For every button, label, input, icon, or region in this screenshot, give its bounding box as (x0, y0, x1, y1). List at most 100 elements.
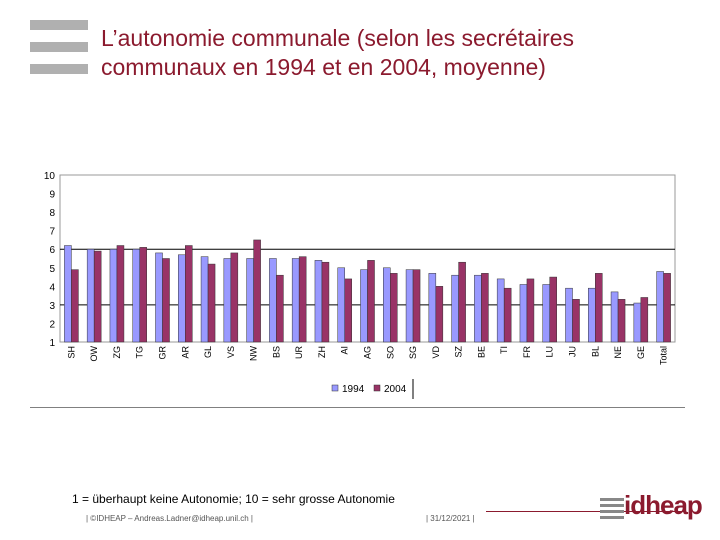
bar-2004 (230, 252, 239, 343)
x-tick-label: SG (408, 346, 418, 359)
y-tick-label: 4 (49, 282, 55, 293)
bar-1994 (633, 302, 642, 343)
bar-1994 (314, 260, 323, 343)
bar-1994 (360, 269, 368, 343)
bar-1994 (405, 269, 414, 343)
bar-1994 (474, 274, 482, 343)
x-tick-label: SO (385, 346, 395, 359)
x-tick-label: BE (476, 346, 486, 358)
bar-2004 (458, 261, 466, 343)
bar-2004 (549, 276, 557, 343)
x-tick-label: FR (522, 346, 532, 358)
y-tick-label: 9 (49, 190, 55, 201)
y-tick-label: 1 (49, 338, 55, 349)
legend-label-2004: 2004 (384, 384, 407, 395)
bar-1994 (155, 252, 163, 343)
x-tick-label: OW (89, 345, 99, 361)
x-tick-label: AR (180, 346, 190, 359)
bar-1994 (269, 258, 277, 343)
x-tick-label: AI (340, 346, 350, 355)
bar-2004 (526, 278, 535, 343)
bar-2004 (207, 263, 216, 343)
bar-1994 (64, 245, 72, 343)
footer-copyright: | ©IDHEAP – Andreas.Ladner@idheap.unil.c… (86, 514, 254, 523)
bar-2004 (640, 297, 649, 343)
x-tick-label: UR (294, 346, 304, 359)
bar-2004 (71, 269, 79, 343)
bar-2004 (367, 260, 375, 343)
bar-2004 (595, 273, 603, 343)
bar-2004 (162, 258, 170, 343)
x-tick-label: TG (135, 346, 145, 359)
bar-2004 (321, 261, 330, 343)
bar-2004 (298, 256, 307, 343)
x-tick-label: NW (249, 346, 259, 361)
bar-2004 (481, 273, 489, 343)
x-tick-label: BL (590, 346, 600, 357)
x-tick-label: SZ (454, 346, 464, 358)
idheap-logo: idheap (600, 490, 703, 520)
bar-2004 (390, 273, 398, 343)
bar-1994 (246, 258, 254, 343)
bar-2004 (253, 239, 261, 343)
slide-title: L’autonomie communale (selon les secréta… (101, 25, 575, 80)
x-tick-label: LU (545, 346, 555, 358)
bar-1994 (86, 248, 95, 343)
y-tick-label: 2 (49, 319, 55, 330)
bar-2004 (572, 299, 580, 343)
logo-text: idheap (624, 490, 703, 520)
menu-bars-icon (30, 20, 88, 86)
bar-2004 (435, 286, 444, 343)
bar-1994 (542, 284, 550, 343)
bar-1994 (178, 254, 186, 343)
bar-1994 (200, 256, 209, 343)
x-tick-label: NE (613, 346, 623, 359)
bar-1994 (132, 248, 140, 343)
x-tick-label: GE (636, 346, 646, 359)
footer-divider (486, 511, 686, 512)
x-tick-label: BS (271, 346, 281, 358)
legend-swatch-2004 (373, 384, 381, 392)
bar-2004 (344, 278, 352, 343)
x-tick-label: TI (499, 346, 509, 354)
bar-1994 (519, 284, 528, 343)
y-tick-label: 6 (49, 245, 55, 256)
bar-1994 (109, 248, 118, 343)
y-tick-label: 3 (49, 301, 55, 312)
bar-2004 (503, 287, 512, 343)
x-tick-label: VD (431, 346, 441, 359)
x-tick-label: JU (568, 346, 578, 357)
bar-1994 (588, 287, 596, 343)
bar-1994 (291, 258, 300, 343)
x-tick-label: Total (659, 346, 669, 365)
y-tick-label: 8 (49, 208, 55, 219)
bar-1994 (383, 267, 391, 343)
bar-2004 (93, 250, 102, 343)
x-tick-label: SH (66, 346, 76, 359)
bar-2004 (276, 274, 284, 343)
chart-svg: 1 2 3 4 5 6 7 8 9 10 SH OW ZG TG GR AR GL VS NW BS UR ZH AI AG S… (44, 171, 676, 399)
x-tick-label: ZH (317, 346, 327, 358)
x-tick-label: ZG (112, 346, 122, 359)
bar-1994 (656, 271, 664, 343)
footer-date: | 31/12/2021 | (426, 514, 475, 523)
bar-1994 (223, 258, 232, 343)
y-tick-label: 10 (44, 171, 56, 182)
legend-label-1994: 1994 (342, 384, 365, 395)
x-tick-label: GL (203, 346, 213, 358)
bar-2004 (139, 247, 147, 343)
bar-2004 (663, 273, 671, 343)
bar-chart: 1 2 3 4 5 6 7 8 9 10 SH OW ZG TG GR AR GL VS NW BS UR ZH AI AG S… (30, 163, 685, 408)
bar-1994 (451, 274, 459, 343)
legend-swatch-1994 (331, 384, 339, 392)
bar-1994 (610, 291, 619, 343)
scale-footnote: 1 = überhaupt keine Autonomie; 10 = sehr… (72, 492, 395, 506)
bar-2004 (116, 245, 125, 343)
y-tick-label: 7 (49, 227, 55, 238)
bar-1994 (428, 273, 437, 343)
bar-2004 (185, 245, 193, 343)
chart-divider (30, 407, 685, 408)
bar-1994 (337, 267, 345, 343)
x-tick-label: AG (363, 346, 373, 359)
x-tick-label: VS (226, 346, 236, 358)
